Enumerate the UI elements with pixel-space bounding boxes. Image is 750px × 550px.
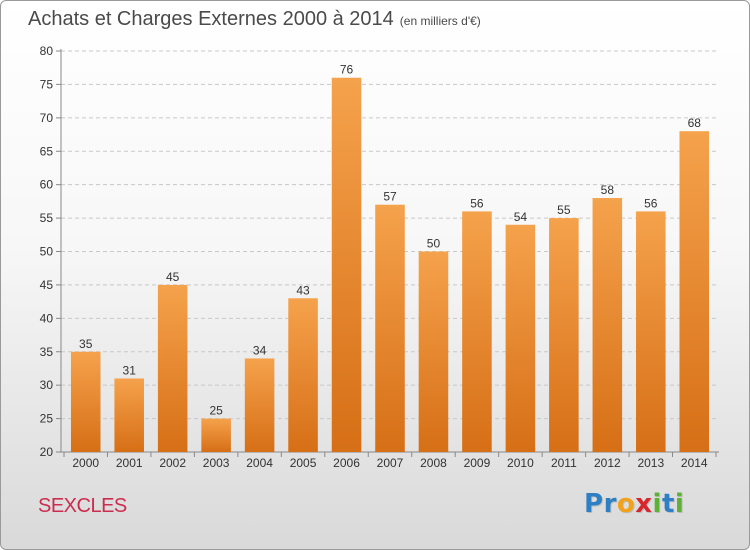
bar (505, 224, 536, 452)
chart-subtitle: (en milliers d'€) (399, 14, 481, 28)
bar (592, 198, 623, 452)
bar (157, 284, 188, 452)
y-tick-label: 30 (40, 378, 54, 392)
bar (331, 77, 362, 452)
value-label: 58 (601, 183, 615, 197)
bar (679, 131, 710, 452)
logo-letter: t (661, 489, 675, 519)
y-tick-label: 65 (40, 144, 54, 158)
value-label: 35 (79, 337, 93, 351)
y-tick-label: 40 (40, 311, 54, 325)
chart-title: Achats et Charges Externes 2000 à 2014 (e… (28, 8, 481, 31)
bars (70, 77, 710, 452)
value-label: 56 (644, 196, 658, 210)
x-tick-label: 2006 (333, 456, 360, 470)
logo-letter: i (674, 489, 685, 519)
bar (549, 218, 579, 452)
y-tick-label: 20 (40, 445, 54, 459)
value-label: 57 (383, 190, 397, 204)
x-tick-label: 2007 (377, 456, 404, 470)
town-name: SEXCLES (38, 495, 127, 517)
x-tick-label: 2000 (72, 456, 99, 470)
proxiti-logo[interactable]: Proxiti (584, 489, 684, 519)
value-label: 55 (557, 203, 571, 217)
y-tick-label: 60 (40, 178, 54, 192)
x-tick-label: 2014 (681, 456, 708, 470)
logo-letter: P (584, 489, 604, 519)
logo-letter: x (635, 489, 653, 519)
y-tick-label: 70 (40, 111, 54, 125)
value-label: 56 (470, 196, 484, 210)
y-tick-label: 50 (40, 245, 54, 259)
logo-letter: o (616, 489, 636, 519)
bar (636, 211, 666, 452)
value-label: 76 (340, 63, 354, 77)
value-label: 43 (296, 283, 310, 297)
value-label: 50 (427, 237, 441, 251)
x-tick-label: 2008 (420, 456, 447, 470)
logo-letter: r (603, 489, 617, 519)
x-tick-label: 2010 (507, 456, 534, 470)
x-tick-label: 2009 (464, 456, 491, 470)
x-tick-label: 2011 (551, 456, 577, 470)
x-tick-label: 2003 (203, 456, 230, 470)
bar (375, 204, 405, 452)
x-tick-label: 2004 (246, 456, 273, 470)
value-label: 68 (688, 116, 702, 130)
y-tick-label: 80 (40, 44, 54, 58)
x-tick-label: 2002 (159, 456, 186, 470)
labels: 20 25 30 35 40 45 50 55 60 65 70 75 80 35 2000 31 2001 45… (40, 44, 708, 470)
value-label: 31 (123, 363, 137, 377)
logo-letter: i (652, 489, 662, 519)
y-tick-label: 55 (40, 211, 54, 225)
y-tick-label: 45 (40, 278, 54, 292)
bar (114, 378, 144, 452)
value-label: 45 (166, 270, 180, 284)
y-tick-label: 35 (40, 345, 54, 359)
x-tick-label: 2012 (594, 456, 621, 470)
bar (201, 418, 231, 452)
chart-title-text: Achats et Charges Externes 2000 à 2014 (28, 8, 394, 30)
bar (288, 298, 318, 452)
x-tick-label: 2001 (116, 456, 143, 470)
bar (462, 211, 492, 452)
y-tick-label: 75 (40, 77, 54, 91)
value-label: 25 (209, 404, 223, 418)
value-label: 54 (514, 210, 528, 224)
value-label: 34 (253, 343, 267, 357)
bar (244, 358, 275, 452)
bar (418, 251, 449, 452)
y-tick-label: 25 (40, 412, 54, 426)
bar (70, 351, 101, 452)
x-tick-label: 2005 (290, 456, 317, 470)
x-tick-label: 2013 (637, 456, 664, 470)
